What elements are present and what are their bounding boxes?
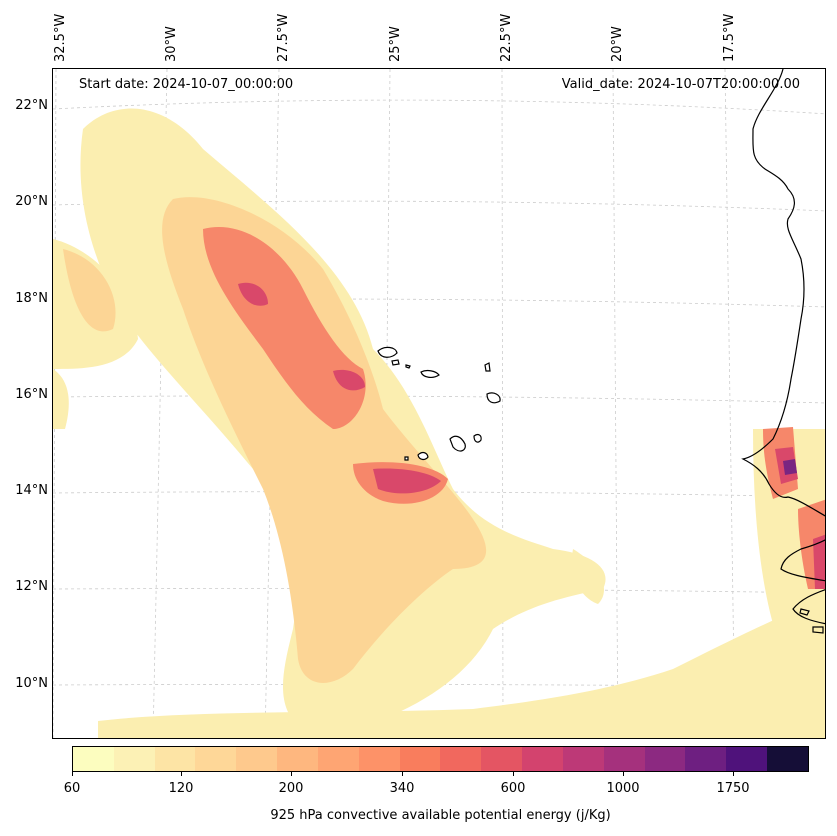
colorbar-swatch <box>440 747 482 771</box>
longitude-label: 22.5°W <box>499 13 514 62</box>
cape-verde-islands <box>377 346 501 461</box>
colorbar-tick <box>181 772 182 776</box>
colorbar-tick <box>623 772 624 776</box>
cape-map <box>53 69 825 738</box>
africa-coastline <box>741 69 825 634</box>
latitude-label: 18°N <box>15 291 48 306</box>
longitude-label: 20°W <box>610 26 625 62</box>
colorbar-swatch <box>603 747 645 771</box>
map-panel[interactable] <box>52 68 826 739</box>
latitude-label: 16°N <box>15 387 48 402</box>
colorbar-tick <box>402 772 403 776</box>
longitude-label: 30°W <box>164 26 179 62</box>
colorbar-tick-label: 1750 <box>716 781 750 796</box>
latitude-label: 20°N <box>15 194 48 209</box>
colorbar-swatch <box>685 747 727 771</box>
latitude-label: 12°N <box>15 579 48 594</box>
colorbar-swatch <box>481 747 523 771</box>
colorbar-tick <box>733 772 734 776</box>
colorbar-swatch <box>195 747 237 771</box>
colorbar-swatch <box>317 747 359 771</box>
valid-date-annotation: Valid_date: 2024-10-07T20:00:00.00 <box>561 77 800 92</box>
latitude-label: 10°N <box>15 676 48 691</box>
colorbar-swatch <box>113 747 155 771</box>
colorbar-swatch <box>236 747 278 771</box>
longitude-label: 25°W <box>388 26 403 62</box>
start-date-annotation: Start date: 2024-10-07_00:00:00 <box>79 77 294 92</box>
colorbar-swatch <box>562 747 604 771</box>
colorbar <box>72 746 809 772</box>
longitude-label: 32.5°W <box>53 13 68 62</box>
cape-extreme-region <box>783 459 797 475</box>
colorbar-tick-label: 340 <box>389 781 415 796</box>
latitude-label: 22°N <box>15 98 48 113</box>
colorbar-tick <box>291 772 292 776</box>
colorbar-tick <box>513 772 514 776</box>
colorbar-swatch <box>644 747 686 771</box>
colorbar-tick-label: 1000 <box>606 781 640 796</box>
colorbar-tick <box>72 772 73 776</box>
colorbar-swatch <box>522 747 563 771</box>
colorbar-tick-label: 120 <box>168 781 194 796</box>
longitude-label: 27.5°W <box>276 13 291 62</box>
longitude-label: 17.5°W <box>722 13 737 62</box>
colorbar-tick-label: 200 <box>278 781 304 796</box>
colorbar-label: 925 hPa convective available potential e… <box>270 808 611 823</box>
cape-peak-region <box>238 282 825 589</box>
colorbar-tick-label: 600 <box>500 781 526 796</box>
colorbar-tick-label: 60 <box>63 781 81 796</box>
cape-low-region <box>53 108 825 738</box>
colorbar-swatch <box>277 747 318 771</box>
colorbar-swatch <box>73 747 114 771</box>
colorbar-swatch <box>358 747 400 771</box>
latitude-label: 14°N <box>15 483 48 498</box>
colorbar-swatch <box>154 747 196 771</box>
colorbar-swatch <box>726 747 768 771</box>
colorbar-swatch <box>399 747 441 771</box>
colorbar-swatch <box>767 747 808 771</box>
